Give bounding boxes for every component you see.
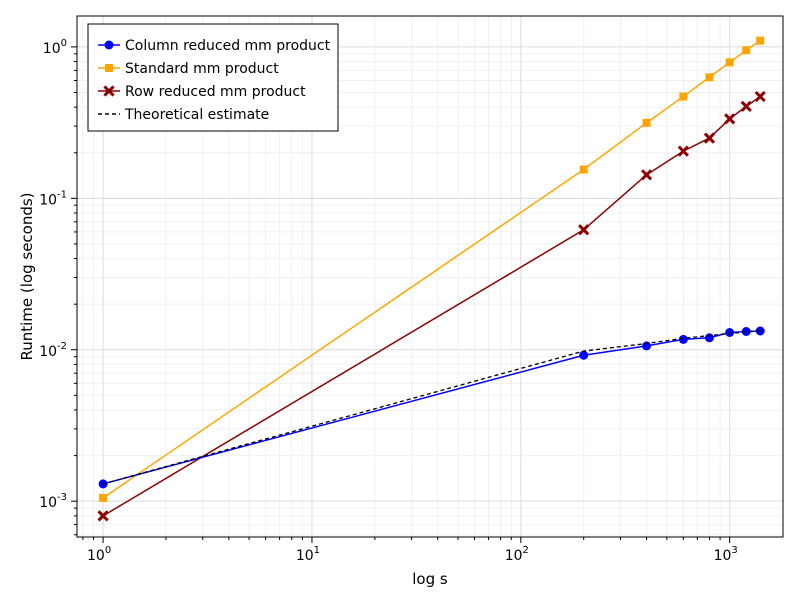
legend-label-column-reduced-mm-product: Column reduced mm product — [125, 38, 331, 54]
legend-marker-row-reduced-mm-product — [103, 85, 115, 97]
data-point-column-reduced-mm-product — [704, 333, 714, 343]
legend-label-row-reduced-mm-product: Row reduced mm product — [125, 84, 306, 100]
legend-box — [87, 23, 339, 132]
data-point-column-reduced-mm-product — [678, 334, 688, 344]
series-line-theoretical-estimate — [102, 329, 761, 485]
plot-area — [76, 15, 784, 538]
data-point-column-reduced-mm-product — [642, 341, 652, 351]
data-point-standard-mm-product — [742, 46, 751, 55]
series-line-column-reduced-mm-product — [102, 330, 761, 485]
data-point-column-reduced-mm-product — [741, 326, 751, 336]
y-tick-label: 10-2 — [39, 341, 67, 360]
data-point-standard-mm-product — [642, 118, 651, 127]
legend-marker-standard-mm-product — [105, 64, 113, 72]
data-point-column-reduced-mm-product — [755, 326, 765, 336]
series-theoretical-estimate — [102, 329, 761, 485]
series-column-reduced-mm-product — [98, 326, 765, 489]
data-point-row-reduced-mm-product — [640, 169, 653, 181]
data-point-row-reduced-mm-product — [724, 113, 736, 125]
legend-label-standard-mm-product: Standard mm product — [125, 61, 279, 77]
x-tick-label: 101 — [296, 545, 320, 564]
data-point-row-reduced-mm-product — [740, 100, 752, 112]
x-tick-label: 103 — [714, 545, 738, 564]
data-point-column-reduced-mm-product — [98, 479, 108, 489]
legend: Column reduced mm product Standard mm pro… — [87, 23, 339, 132]
data-point-standard-mm-product — [756, 36, 765, 45]
y-tick-label: 100 — [43, 38, 67, 57]
y-axis-label: Runtime (log seconds) — [18, 192, 36, 360]
data-point-standard-mm-product — [725, 58, 734, 67]
legend-label-theoretical-estimate: Theoretical estimate — [124, 107, 269, 123]
data-point-column-reduced-mm-product — [579, 350, 589, 360]
series-layer — [97, 36, 766, 522]
data-point-standard-mm-product — [705, 73, 714, 82]
series-line-row-reduced-mm-product — [102, 95, 761, 517]
data-point-row-reduced-mm-product — [703, 132, 716, 144]
legend-marker-column-reduced-mm-product — [104, 40, 114, 50]
y-tick-label: 10-1 — [39, 189, 67, 208]
data-point-row-reduced-mm-product — [578, 224, 590, 236]
data-point-row-reduced-mm-product — [677, 145, 689, 157]
x-axis-label: log s — [412, 570, 448, 588]
series-row-reduced-mm-product — [97, 90, 766, 522]
data-point-standard-mm-product — [679, 92, 688, 101]
data-point-standard-mm-product — [99, 493, 108, 502]
data-point-row-reduced-mm-product — [754, 90, 766, 103]
x-tick-label: 100 — [87, 545, 111, 564]
data-point-column-reduced-mm-product — [725, 328, 735, 338]
axis-ticks: 100 101 102 103 10-3 10-2 10-1 100 — [39, 38, 738, 564]
data-point-row-reduced-mm-product — [97, 510, 109, 522]
y-tick-label: 10-3 — [39, 492, 67, 511]
x-tick-label: 102 — [505, 545, 529, 564]
data-point-standard-mm-product — [579, 165, 588, 174]
series-standard-mm-product — [99, 36, 765, 502]
